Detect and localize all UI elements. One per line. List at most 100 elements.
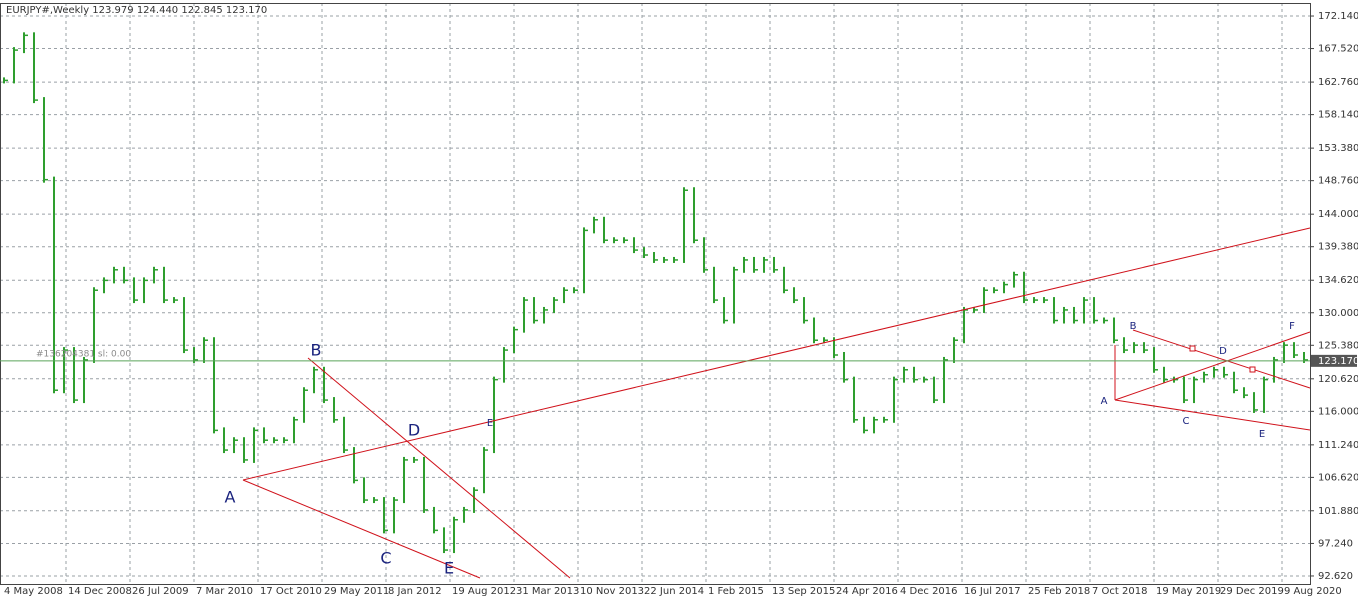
price-bar: [1243, 387, 1248, 399]
price-bar: [93, 287, 98, 363]
price-bar: [363, 477, 368, 504]
price-bar: [493, 376, 498, 454]
grid: [0, 3, 1310, 584]
chart-title: EURJPY#,Weekly 123.979 124.440 122.845 1…: [6, 5, 267, 16]
price-bar: [783, 266, 788, 294]
price-bar: [853, 376, 858, 423]
x-tick-label: 17 Oct 2010: [260, 586, 322, 597]
price-bar: [1153, 347, 1158, 373]
y-tick-label: 130.000: [1318, 308, 1358, 319]
y-tick-label: 148.760: [1318, 176, 1358, 187]
pattern-label: F: [1289, 321, 1295, 332]
price-bar: [1203, 371, 1208, 383]
price-bar: [593, 216, 598, 234]
price-bar: [823, 337, 828, 344]
price-bar: [283, 437, 288, 444]
price-bar: [323, 366, 328, 404]
price-bar: [733, 266, 738, 324]
price-bar: [1003, 281, 1008, 294]
price-bar: [503, 347, 508, 383]
price-bar: [543, 306, 548, 324]
price-bar: [713, 266, 718, 304]
price-bar: [333, 397, 338, 423]
price-bar: [603, 216, 608, 244]
price-bar: [33, 32, 38, 104]
price-bar: [673, 256, 678, 263]
price-bar: [883, 416, 888, 423]
price-bar: [843, 352, 848, 383]
price-bar: [383, 497, 388, 534]
price-bar: [1083, 297, 1088, 324]
y-tick-label: 158.140: [1318, 110, 1358, 121]
price-bar: [113, 266, 118, 284]
price-bar: [613, 237, 618, 244]
price-bar: [63, 347, 68, 394]
price-bar: [1213, 366, 1218, 378]
price-bar: [253, 427, 258, 463]
price-bar: [1063, 306, 1068, 324]
x-tick-label: 31 Mar 2013: [516, 586, 579, 597]
x-tick-label: 29 Dec 2019: [1220, 586, 1284, 597]
price-bar: [873, 416, 878, 434]
price-bar: [813, 317, 818, 344]
x-tick-label: 8 Jan 2012: [388, 586, 442, 597]
price-bar: [983, 287, 988, 313]
price-bar: [423, 456, 428, 513]
trendline: [242, 479, 481, 579]
price-bar: [1043, 297, 1048, 304]
price-bar: [83, 356, 88, 404]
x-tick-label: 13 Sep 2015: [772, 586, 835, 597]
price-bar: [563, 287, 568, 304]
trendline: [307, 357, 571, 579]
anchor-point: [1249, 366, 1256, 373]
price-bars: [3, 32, 1308, 554]
x-tick-label: 10 Nov 2013: [580, 586, 644, 597]
price-bar: [1123, 337, 1128, 354]
price-bar: [1163, 366, 1168, 383]
price-bar: [463, 506, 468, 523]
order-label: #136204381 sl: 0.00: [36, 349, 131, 359]
price-bar: [1293, 342, 1298, 359]
x-tick-label: 29 May 2011: [324, 586, 389, 597]
price-bar: [1283, 342, 1288, 363]
x-tick-label: 19 Aug 2012: [452, 586, 516, 597]
price-bar: [583, 227, 588, 294]
price-bar: [1103, 317, 1108, 324]
y-tick-label: 111.240: [1318, 440, 1358, 451]
price-bar: [223, 427, 228, 454]
anchor-point: [1189, 345, 1196, 352]
price-bar: [103, 277, 108, 294]
plot-frame: [0, 3, 1311, 585]
pattern-label: D: [1219, 346, 1227, 357]
price-bar: [533, 297, 538, 324]
price-bar: [163, 266, 168, 304]
price-bar: [863, 416, 868, 434]
price-bar: [653, 252, 658, 263]
x-tick-label: 25 Feb 2018: [1028, 586, 1090, 597]
y-tick-label: 92.620: [1318, 571, 1353, 582]
x-tick-label: 22 Jun 2014: [644, 586, 704, 597]
price-label: 123.170: [1318, 356, 1358, 367]
y-tick-label: 144.000: [1318, 209, 1358, 220]
price-bar: [1073, 306, 1078, 324]
price-bar: [313, 366, 318, 394]
price-bar: [573, 287, 578, 294]
price-bar: [133, 277, 138, 304]
x-tick-label: 4 Dec 2016: [900, 586, 958, 597]
price-bar: [953, 337, 958, 363]
price-bar: [173, 297, 178, 304]
price-bar: [523, 297, 528, 333]
price-bar: [723, 297, 728, 324]
price-bar: [143, 277, 148, 304]
price-bar: [1143, 342, 1148, 354]
y-tick-label: 97.240: [1318, 538, 1353, 549]
price-bar: [643, 247, 648, 259]
x-tick-label: 1 Feb 2015: [708, 586, 764, 597]
x-tick-label: 14 Dec 2008: [68, 586, 132, 597]
price-bar: [403, 456, 408, 504]
pattern-label: B: [1130, 321, 1137, 332]
y-tick-label: 101.880: [1318, 506, 1358, 517]
price-bar: [893, 376, 898, 423]
